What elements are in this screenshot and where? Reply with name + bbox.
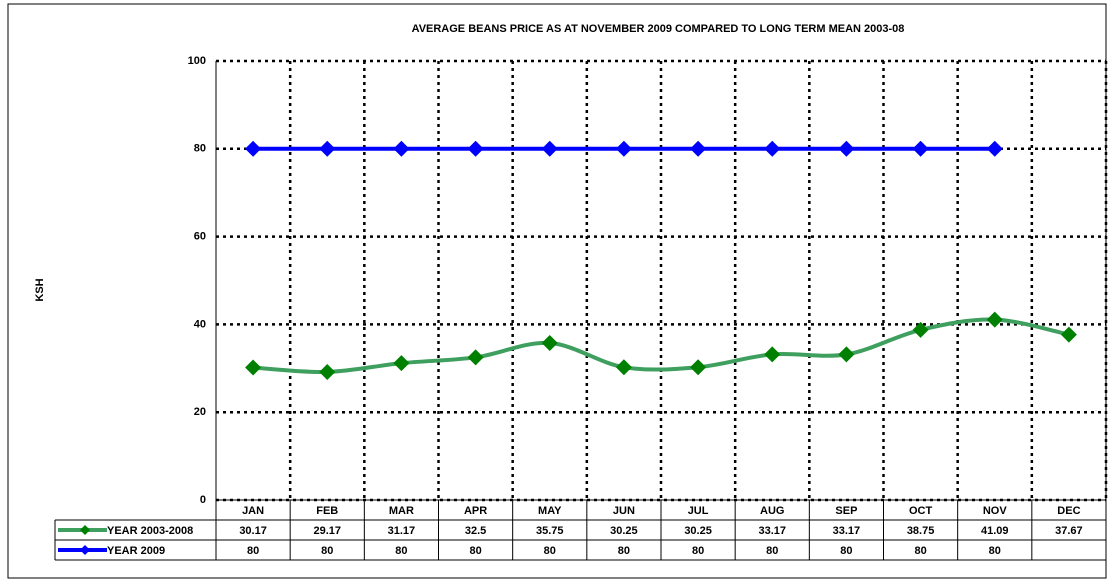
table-value: 30.25 — [610, 525, 638, 537]
marker — [245, 140, 262, 157]
table-value: 80 — [544, 545, 556, 557]
table-value: 33.17 — [833, 525, 861, 537]
table-value: 31.17 — [388, 525, 416, 537]
marker — [319, 363, 336, 380]
marker — [764, 346, 781, 363]
y-tick-label: 20 — [194, 406, 206, 418]
y-tick-label: 40 — [194, 318, 206, 330]
table-value: 41.09 — [981, 525, 1009, 537]
table-value: 80 — [989, 545, 1001, 557]
x-tick-label: SEP — [835, 505, 857, 517]
marker — [467, 349, 484, 366]
table-value: 37.67 — [1055, 525, 1083, 537]
marker — [912, 140, 929, 157]
y-tick-label: 0 — [200, 494, 206, 506]
table-value: 80 — [247, 545, 259, 557]
x-tick-label: NOV — [983, 505, 1008, 517]
table-value: 80 — [692, 545, 704, 557]
marker — [541, 140, 558, 157]
marker — [690, 359, 707, 376]
table-value: 80 — [840, 545, 852, 557]
x-tick-label: AUG — [760, 505, 784, 517]
table-value: 38.75 — [907, 525, 935, 537]
table-value: 80 — [469, 545, 481, 557]
y-axis-label: KSH — [34, 278, 46, 301]
x-tick-label: MAR — [389, 505, 414, 517]
marker — [764, 140, 781, 157]
marker — [393, 140, 410, 157]
x-tick-label: JAN — [242, 505, 264, 517]
table-value: 80 — [395, 545, 407, 557]
legend-label: YEAR 2009 — [107, 545, 165, 557]
table-value: 32.5 — [465, 525, 486, 537]
legend-key-marker — [80, 545, 90, 555]
table-value: 30.17 — [239, 525, 267, 537]
marker — [986, 311, 1003, 328]
table-value: 80 — [321, 545, 333, 557]
marker — [319, 140, 336, 157]
marker — [1060, 326, 1077, 343]
marker — [690, 140, 707, 157]
y-tick-label: 80 — [194, 143, 206, 155]
table-value: 30.25 — [684, 525, 712, 537]
x-tick-label: JUN — [613, 505, 635, 517]
table-value: 80 — [914, 545, 926, 557]
x-tick-label: MAY — [538, 505, 562, 517]
marker — [615, 359, 632, 376]
legend-key-marker — [80, 525, 90, 535]
chart-title: AVERAGE BEANS PRICE AS AT NOVEMBER 2009 … — [412, 23, 905, 35]
marker — [245, 359, 262, 376]
table-value: 29.17 — [313, 525, 341, 537]
table-value: 35.75 — [536, 525, 564, 537]
marker — [912, 321, 929, 338]
table-value: 80 — [618, 545, 630, 557]
table-value: 80 — [766, 545, 778, 557]
marker — [838, 346, 855, 363]
chart-frame — [7, 3, 1107, 579]
marker — [393, 355, 410, 372]
marker — [467, 140, 484, 157]
y-tick-label: 60 — [194, 231, 206, 243]
x-tick-label: FEB — [316, 505, 338, 517]
table-value: 33.17 — [758, 525, 786, 537]
y-tick-label: 100 — [188, 55, 206, 67]
marker — [541, 335, 558, 352]
x-tick-label: OCT — [909, 505, 933, 517]
x-tick-label: JUL — [688, 505, 709, 517]
x-tick-label: APR — [464, 505, 487, 517]
marker — [838, 140, 855, 157]
legend-label: YEAR 2003-2008 — [107, 525, 193, 537]
x-tick-label: DEC — [1057, 505, 1080, 517]
marker — [986, 140, 1003, 157]
marker — [615, 140, 632, 157]
